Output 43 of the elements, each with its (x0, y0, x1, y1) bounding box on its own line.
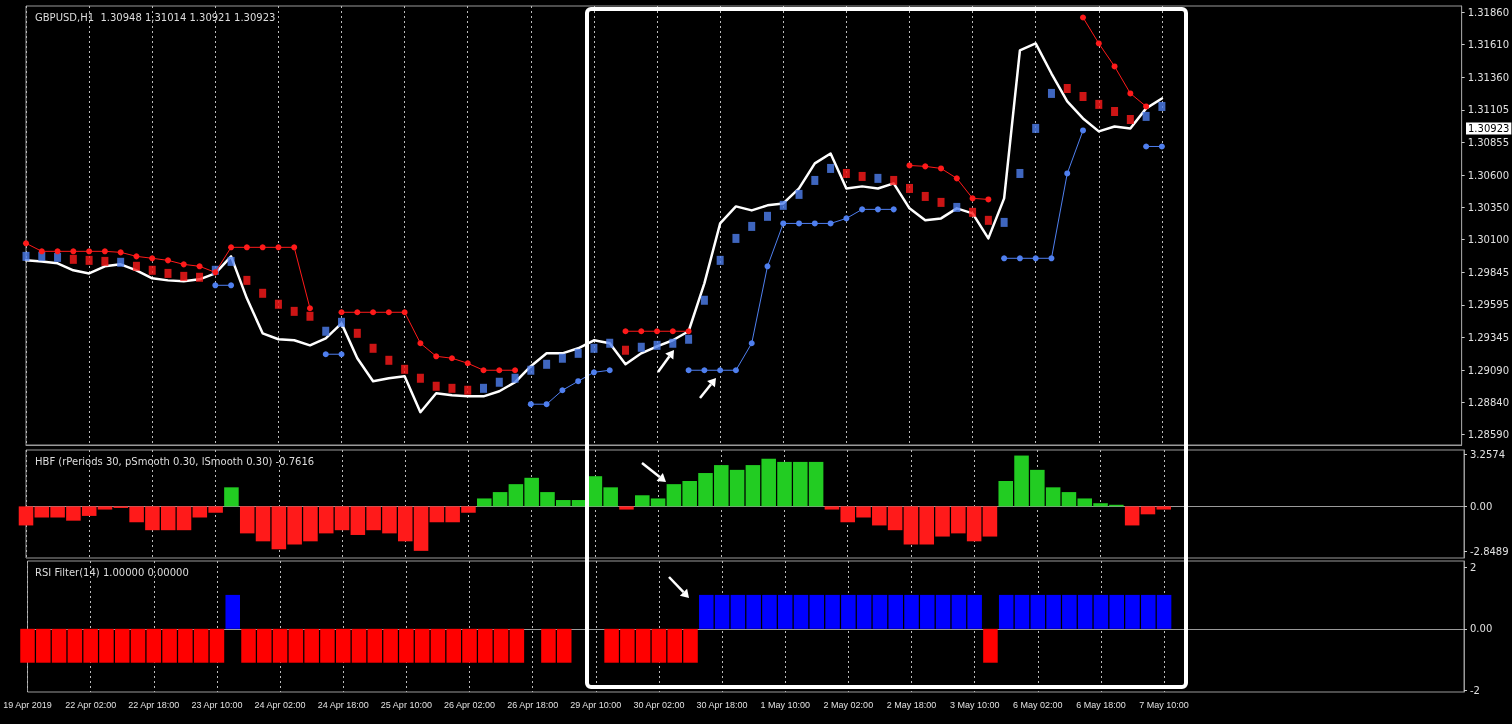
y-tick-label: 1.31105 (1467, 104, 1510, 116)
x-tick-label: 22 Apr 18:00 (128, 699, 180, 710)
x-tick-label: 29 Apr 10:00 (570, 699, 622, 710)
y-tick-label: 1.29345 (1467, 331, 1510, 343)
y-tick-label: 0.00 (1470, 500, 1493, 512)
y-tick-label: 0.00 (1470, 623, 1493, 635)
y-tick-label: 1.29090 (1467, 364, 1510, 376)
y-tick-label: 1.29845 (1467, 267, 1510, 279)
x-tick-label: 24 Apr 18:00 (317, 699, 369, 710)
y-tick-label: 1.31610 (1467, 39, 1510, 51)
x-tick-label: 26 Apr 02:00 (443, 699, 496, 710)
x-tick-label: 2 May 02:00 (823, 699, 874, 710)
x-tick-label: 22 Apr 02:00 (65, 699, 117, 710)
x-tick-label: 30 Apr 02:00 (633, 699, 685, 710)
y-tick-label: 1.30100 (1467, 234, 1510, 246)
text: 1.30923 (1468, 122, 1510, 134)
x-tick-label: 30 Apr 18:00 (696, 699, 748, 710)
y-tick-label: 1.30350 (1467, 201, 1510, 213)
y-tick-label: 1.30600 (1467, 169, 1510, 181)
y-tick-label: 1.28840 (1467, 396, 1510, 408)
x-tick-label: 25 Apr 10:00 (380, 699, 432, 710)
y-tick-label: 1.31860 (1467, 6, 1510, 18)
x-tick-label: 6 May 02:00 (1013, 699, 1063, 710)
y-tick-label: -2 (1470, 684, 1480, 696)
text: GBPUSD,H1 1.30948 1.31014 1.30921 1.30923 (35, 11, 276, 23)
y-tick-label: 1.29595 (1467, 299, 1510, 311)
x-tick-label: 3 May 10:00 (949, 699, 1000, 710)
x-tick-label: 2 May 18:00 (886, 699, 937, 710)
y-tick-label: -2.8489 (1470, 546, 1509, 558)
x-tick-label: 23 Apr 10:00 (191, 699, 243, 710)
y-tick-label: 1.31360 (1467, 71, 1510, 83)
y-tick-label: 1.28590 (1467, 429, 1510, 441)
y-tick-label: 1.30855 (1467, 136, 1510, 148)
x-tick-label: 24 Apr 02:00 (254, 699, 306, 710)
x-tick-label: 26 Apr 18:00 (507, 699, 559, 710)
text: RSI Filter(14) 1.00000 0.00000 (35, 566, 189, 578)
x-tick-label: 7 May 10:00 (1139, 699, 1189, 710)
x-tick-label: 19 Apr 2019 (3, 699, 52, 710)
text: HBF (rPeriods 30, pSmooth 0.30, lSmooth 0.30) -0.7616 (35, 455, 315, 467)
x-tick-label: 6 May 18:00 (1076, 699, 1126, 710)
y-tick-label: 3.2574 (1470, 449, 1505, 461)
x-tick-label: 1 May 10:00 (760, 699, 810, 710)
y-tick-label: 2 (1470, 561, 1477, 573)
